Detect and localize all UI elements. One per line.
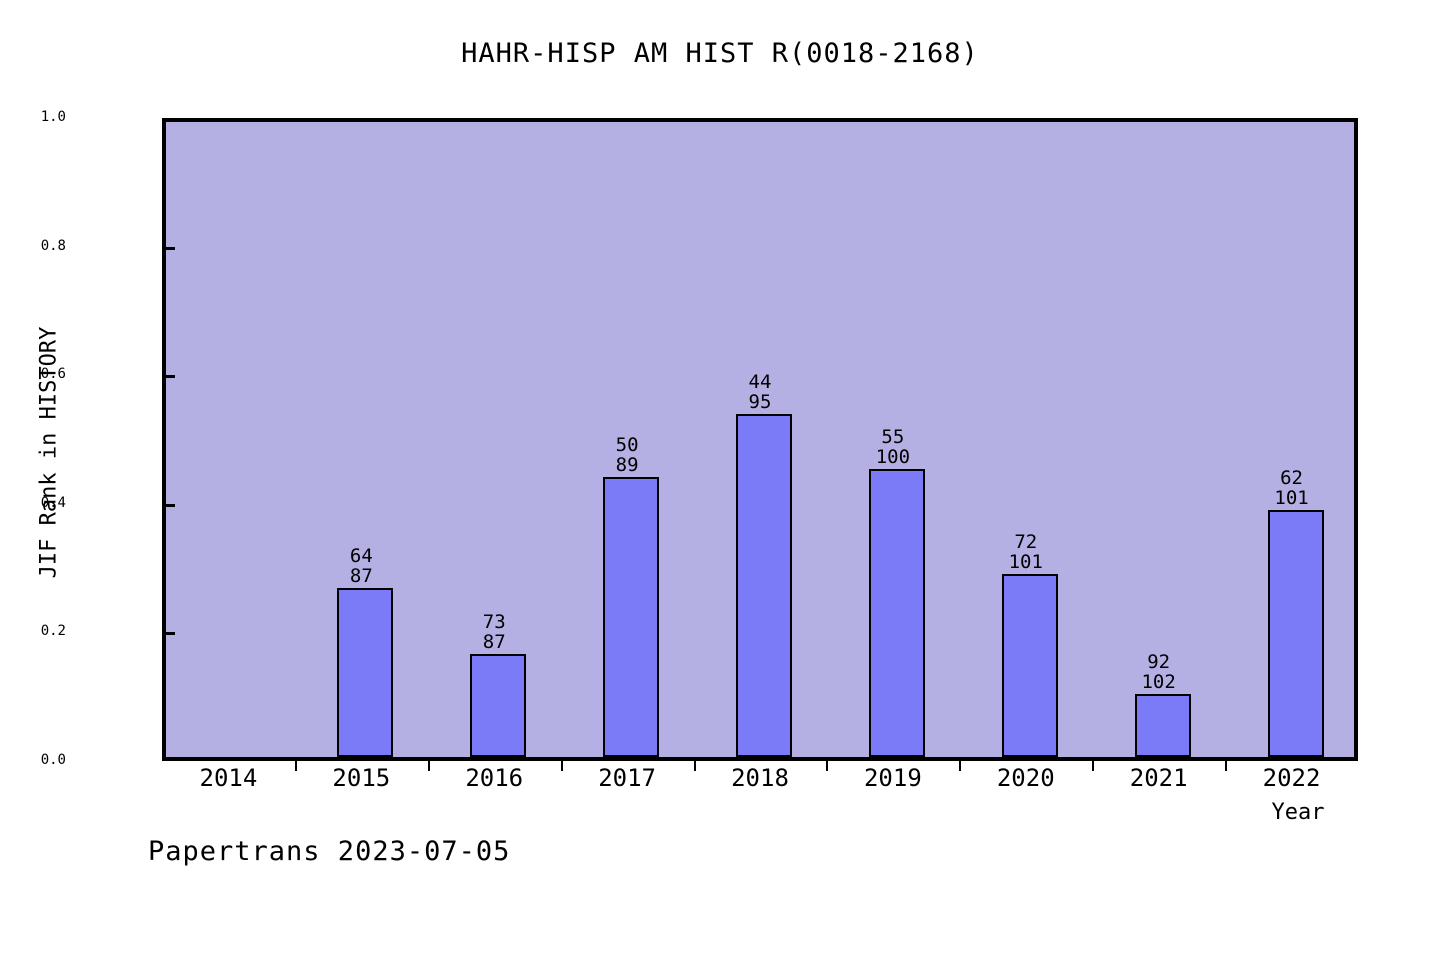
y-tick-label-1.0: 1.0 (40, 109, 66, 125)
x-tick-label-2015: 2015 (332, 764, 391, 792)
x-tick-mark-7 (1225, 761, 1228, 771)
x-tick-label-2022: 2022 (1262, 764, 1321, 792)
bar-2019[interactable] (868, 469, 925, 757)
y-tick-mark-0.8 (162, 246, 175, 250)
y-tick-mark-0.6 (162, 375, 175, 379)
x-tick-label-2017: 2017 (598, 764, 656, 792)
x-tick-label-2020: 2020 (996, 764, 1055, 792)
x-tick-mark-4 (826, 761, 829, 771)
plot-inner (166, 122, 1354, 757)
y-tick-label-0.8: 0.8 (40, 237, 66, 254)
plot-area (162, 118, 1358, 761)
chart-title: HAHR-HISP AM HIST R(0018-2168) (461, 38, 979, 69)
bar-2021[interactable] (1134, 694, 1191, 757)
bar-2016[interactable] (470, 654, 527, 757)
bar-2017[interactable] (603, 477, 660, 757)
y-tick-mark-0.2 (162, 632, 175, 636)
y-axis-label: JIF Rank in HISTORY (36, 326, 62, 579)
y-tick-label-0.2: 0.2 (40, 623, 66, 640)
x-tick-mark-6 (1092, 761, 1095, 771)
y-tick-label-0.6: 0.6 (40, 366, 66, 383)
x-tick-mark-2 (560, 761, 563, 771)
x-tick-label-2016: 2016 (465, 764, 524, 792)
x-axis-label: Year (1271, 800, 1325, 825)
y-tick-mark-0.4 (162, 503, 175, 507)
footer-note: Papertrans 2023-07-05 (148, 836, 511, 867)
x-tick-label-2019: 2019 (863, 764, 922, 792)
x-tick-label-2018: 2018 (731, 764, 789, 792)
y-tick-label-0.4: 0.4 (40, 494, 66, 511)
x-tick-mark-3 (693, 761, 696, 771)
bar-2020[interactable] (1001, 573, 1058, 757)
bar-2018[interactable] (736, 413, 792, 757)
y-tick-label-0.0: 0.0 (40, 752, 66, 768)
bar-2015[interactable] (337, 588, 394, 757)
bar-2022[interactable] (1267, 510, 1324, 757)
x-tick-label-2014: 2014 (199, 764, 258, 792)
x-tick-mark-5 (959, 761, 962, 771)
x-tick-label-2021: 2021 (1129, 764, 1188, 792)
x-tick-mark-1 (427, 761, 430, 771)
x-tick-mark-0 (294, 761, 297, 771)
